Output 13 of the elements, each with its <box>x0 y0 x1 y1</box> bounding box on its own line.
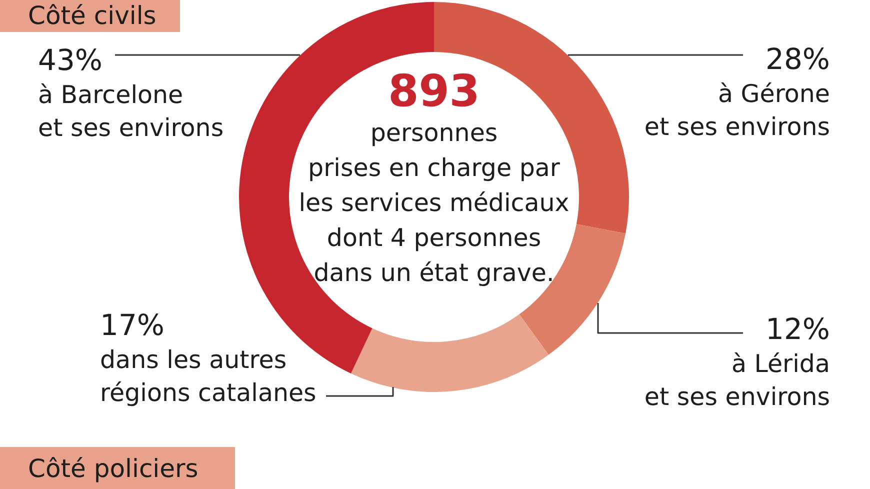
text: personnes prises en charge par les services médicaux dont 4 personnes dans un état grave. <box>298 118 570 287</box>
chart-title: Côté civils <box>28 1 156 30</box>
data-label: 17% <box>100 308 164 342</box>
data-label: 28% <box>766 42 830 76</box>
slice-label: dans les autres régions catalanes <box>100 345 316 407</box>
slice-label: à Gérone et ses environs <box>644 79 830 141</box>
slice-label: à Lérida et ses environs <box>644 349 830 411</box>
data-label: 12% <box>766 312 830 346</box>
donut-slice <box>350 314 549 392</box>
text: Côté policiers <box>28 454 198 483</box>
text: 893 <box>388 66 480 117</box>
data-label: 43% <box>38 43 102 77</box>
slice-label: à Barcelone et ses environs <box>38 80 224 142</box>
